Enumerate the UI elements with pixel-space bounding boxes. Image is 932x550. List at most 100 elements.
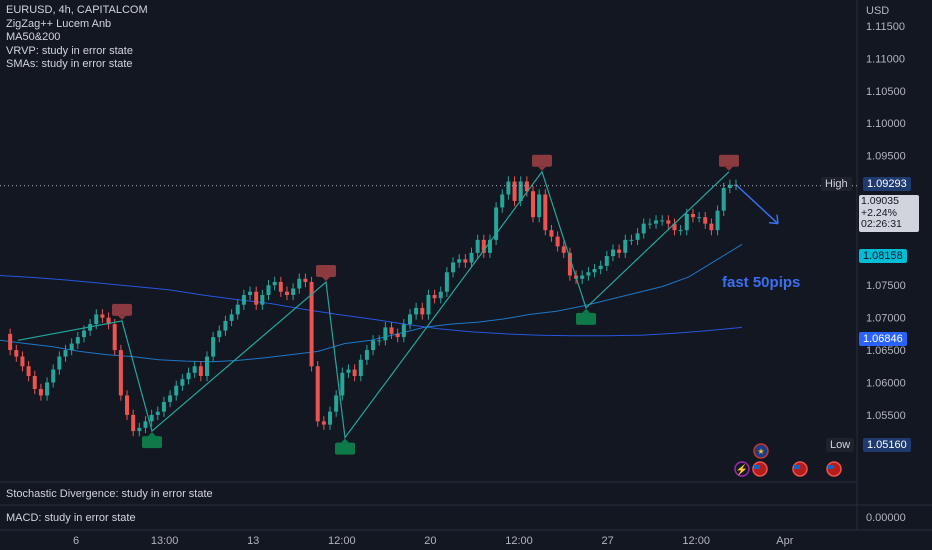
us-flag-canton-3 bbox=[828, 465, 834, 469]
candle-body bbox=[580, 275, 585, 279]
pivot-low-pointer bbox=[341, 438, 349, 443]
candle-body bbox=[260, 294, 265, 305]
candle-body bbox=[512, 181, 517, 201]
candle-body bbox=[57, 356, 62, 370]
last-price-box: 1.09035 +2.24% 02:26:31 bbox=[859, 195, 919, 232]
symbol-title[interactable]: EURUSD, 4h, CAPITALCOM bbox=[6, 4, 148, 16]
euro-flag-glyph: ★ bbox=[757, 447, 764, 456]
candle-body bbox=[641, 223, 646, 234]
event-icons[interactable]: ★ ⚡ bbox=[734, 443, 842, 477]
candle-body bbox=[395, 333, 400, 338]
candle-body bbox=[149, 414, 154, 422]
low-value: 1.05160 bbox=[863, 438, 911, 452]
candle-body bbox=[561, 246, 566, 253]
time-tick-label: Apr bbox=[776, 535, 793, 547]
candle-body bbox=[125, 395, 130, 415]
pivot-low-marker bbox=[335, 442, 355, 455]
macd-axis-value: 0.00000 bbox=[866, 512, 906, 524]
candle-body bbox=[38, 388, 43, 396]
time-tick-label: 12:00 bbox=[682, 535, 710, 547]
candle-body bbox=[112, 324, 117, 351]
candle-body bbox=[426, 294, 431, 315]
ma200-line bbox=[0, 275, 743, 337]
candle-body bbox=[192, 366, 197, 373]
candle-body bbox=[100, 314, 105, 318]
candle-body bbox=[143, 421, 148, 428]
candle-body bbox=[469, 252, 474, 263]
candle-body bbox=[420, 307, 425, 315]
candle-body bbox=[531, 191, 536, 218]
candle-body bbox=[309, 282, 314, 367]
candle-countdown: 02:26:31 bbox=[861, 218, 902, 230]
candle-body bbox=[334, 395, 339, 412]
candle-body bbox=[635, 233, 640, 240]
candle-body bbox=[371, 340, 376, 351]
candle-body bbox=[266, 285, 271, 295]
candle-body bbox=[118, 350, 123, 396]
indicator-zigzag[interactable]: ZigZag++ Lucem Anb bbox=[6, 17, 112, 30]
indicator-vrvp[interactable]: VRVP: study in error state bbox=[6, 44, 133, 57]
candle-body bbox=[235, 304, 240, 315]
candle-body bbox=[518, 181, 523, 201]
indicator-smas[interactable]: SMAs: study in error state bbox=[6, 58, 133, 70]
candle-body bbox=[463, 259, 468, 263]
candle-body bbox=[272, 282, 277, 286]
candle-body bbox=[524, 181, 529, 192]
last-price: 1.09035 bbox=[861, 195, 899, 207]
time-tick-label: 20 bbox=[424, 535, 436, 547]
candle-body bbox=[407, 314, 412, 325]
candle-body bbox=[364, 350, 369, 360]
candle-body bbox=[475, 239, 480, 253]
lightning-event-icon bbox=[734, 461, 750, 477]
price-tick-label: 1.11000 bbox=[866, 53, 905, 65]
pivot-high-pointer bbox=[538, 166, 546, 171]
candle-body bbox=[481, 239, 486, 253]
candle-body bbox=[623, 239, 628, 253]
candle-body bbox=[549, 230, 554, 237]
candle-body bbox=[604, 256, 609, 266]
pivot-low-marker bbox=[576, 312, 596, 325]
candle-body bbox=[94, 314, 99, 325]
pivot-high-marker bbox=[719, 154, 739, 167]
price-tick-label: 1.09500 bbox=[866, 151, 906, 163]
pivot-high-marker bbox=[316, 265, 336, 277]
price-tick-label: 1.07000 bbox=[866, 313, 906, 325]
lightning-glyph: ⚡ bbox=[736, 463, 748, 476]
euro-event-icon bbox=[753, 443, 769, 459]
candle-body bbox=[672, 223, 677, 231]
candle-body bbox=[217, 330, 222, 338]
candle-body bbox=[45, 382, 50, 396]
candle-body bbox=[346, 369, 351, 373]
time-tick-label: 13 bbox=[247, 535, 259, 547]
candle-body bbox=[494, 207, 499, 240]
time-tick-label: 12:00 bbox=[328, 535, 356, 547]
candle-body bbox=[684, 213, 689, 231]
candle-body bbox=[131, 414, 136, 432]
candle-body bbox=[14, 350, 19, 357]
candle-body bbox=[389, 327, 394, 334]
macd-pane-label[interactable]: MACD: study in error state bbox=[6, 512, 136, 524]
time-tick-label: 6 bbox=[73, 535, 79, 547]
pivot-low-pointer bbox=[148, 432, 156, 437]
candle-body bbox=[211, 337, 216, 357]
candle-body bbox=[690, 213, 695, 218]
candle-body bbox=[617, 249, 622, 253]
chart-legend: EURUSD, 4h, CAPITALCOM ZigZag++ Lucem An… bbox=[6, 4, 148, 72]
candle-body bbox=[709, 223, 714, 231]
candle-body bbox=[358, 359, 363, 376]
candle-body bbox=[297, 278, 302, 289]
low-label: Low bbox=[826, 438, 855, 452]
candle-body bbox=[715, 210, 720, 231]
zigzag-line bbox=[17, 170, 730, 440]
candle-body bbox=[32, 376, 37, 389]
indicator-ma[interactable]: MA50&200 bbox=[6, 31, 61, 43]
stochastic-pane-label[interactable]: Stochastic Divergence: study in error st… bbox=[6, 488, 213, 500]
candle-body bbox=[284, 291, 289, 295]
price-tick-label: 1.10000 bbox=[866, 118, 906, 130]
price-tick-label: 1.10500 bbox=[866, 86, 906, 98]
candle-body bbox=[555, 236, 560, 247]
candle-body bbox=[75, 337, 80, 344]
candle-body bbox=[678, 230, 683, 232]
price-tick-label: 1.06500 bbox=[866, 345, 906, 357]
